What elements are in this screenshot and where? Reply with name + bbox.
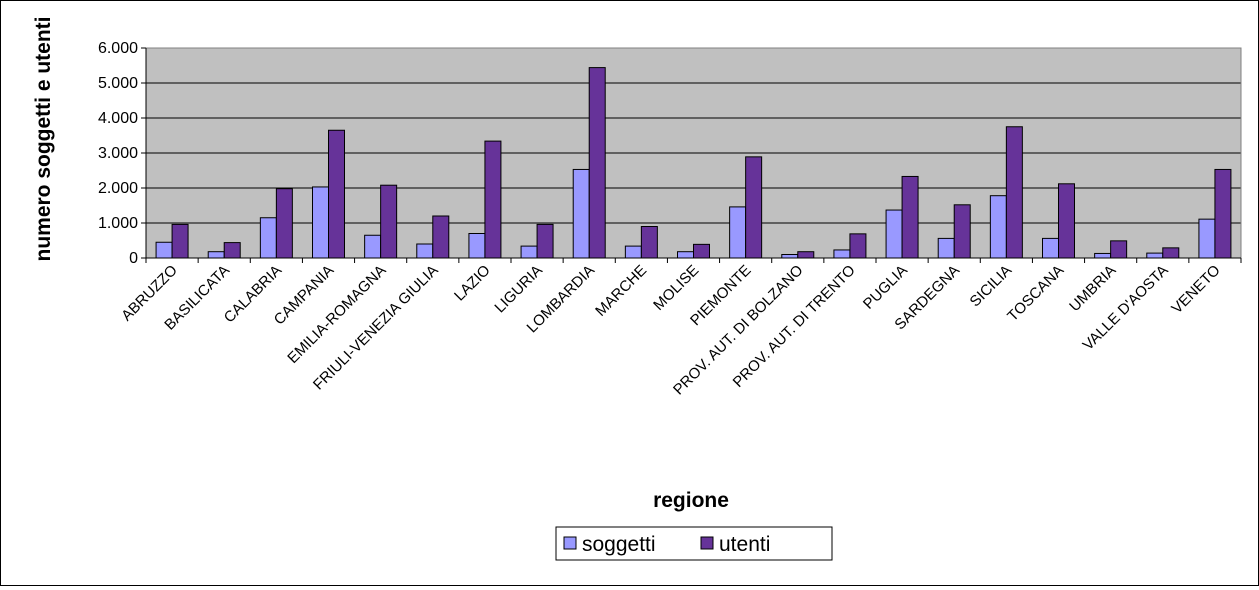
bar-utenti xyxy=(1214,168,1232,259)
bar-soggetti xyxy=(1042,237,1059,259)
x-tick-label: LIGURIA xyxy=(491,262,545,316)
x-axis-label: regione xyxy=(653,489,729,512)
bar-soggetti xyxy=(937,237,955,259)
bar-soggetti xyxy=(677,251,694,259)
legend-label-soggetti: soggetti xyxy=(582,533,656,556)
bar-utenti xyxy=(1110,240,1128,259)
legend-swatch-utenti xyxy=(700,536,714,550)
y-tick-label: 4.000 xyxy=(98,110,138,127)
bar-utenti xyxy=(588,67,606,259)
y-tick-label: 5.000 xyxy=(98,75,138,92)
bar-soggetti xyxy=(207,251,225,259)
bar-soggetti xyxy=(364,234,382,259)
x-tick-label: SICILIA xyxy=(967,262,1016,311)
bar-soggetti xyxy=(416,243,434,259)
bar-utenti xyxy=(484,140,502,259)
y-tick-label: 0 xyxy=(129,250,138,267)
bar-utenti xyxy=(745,156,763,259)
bar-soggetti xyxy=(989,195,1007,259)
bar-utenti xyxy=(901,175,919,259)
x-tick-label: MOLISE xyxy=(650,262,702,314)
x-tick-label: TOSCANA xyxy=(1004,262,1067,325)
legend-label-utenti: utenti xyxy=(719,533,770,556)
bar-utenti xyxy=(953,204,971,259)
bar-utenti xyxy=(693,243,710,259)
bar-utenti xyxy=(640,226,658,259)
bar-soggetti xyxy=(312,186,329,259)
bar-utenti xyxy=(223,242,241,259)
legend-box xyxy=(555,526,833,561)
x-tick-label: PUGLIA xyxy=(860,262,911,313)
bar-utenti xyxy=(328,129,345,259)
y-tick-label: 1.000 xyxy=(98,215,138,232)
bar-soggetti xyxy=(259,217,277,259)
legend: soggetti utenti xyxy=(555,526,833,561)
bar-soggetti xyxy=(1198,218,1216,259)
bar-soggetti xyxy=(155,241,173,259)
x-tick-label: UMBRIA xyxy=(1066,262,1119,315)
bar-soggetti xyxy=(624,245,642,259)
bar-utenti xyxy=(1005,126,1023,259)
bar-utenti xyxy=(536,223,554,259)
y-axis-label: numero soggetti e utenti xyxy=(32,16,55,261)
bar-utenti xyxy=(1162,247,1180,259)
bar-utenti xyxy=(171,223,189,259)
bar-utenti xyxy=(797,251,815,259)
bar-soggetti xyxy=(885,209,903,259)
bar-utenti xyxy=(432,215,450,259)
y-tick-label: 6.000 xyxy=(98,40,138,57)
bar-utenti xyxy=(275,188,293,259)
bar-soggetti xyxy=(1094,252,1112,259)
bar-soggetti xyxy=(520,245,538,259)
legend-swatch-soggetti xyxy=(563,536,577,550)
bar-utenti xyxy=(849,233,867,259)
bar-soggetti xyxy=(572,168,590,259)
bar-soggetti xyxy=(833,249,851,259)
y-tick-label: 2.000 xyxy=(98,180,138,197)
y-tick-label: 3.000 xyxy=(98,145,138,162)
x-tick-label: LAZIO xyxy=(451,262,494,305)
bar-soggetti xyxy=(468,233,486,259)
x-tick-label: MARCHE xyxy=(592,262,650,320)
bar-soggetti xyxy=(729,206,747,259)
bar-soggetti xyxy=(781,254,799,259)
bar-utenti xyxy=(380,184,398,259)
x-tick-label: VENETO xyxy=(1168,262,1223,317)
bar-soggetti xyxy=(1146,252,1164,259)
x-tick-label: EMILIA-ROMAGNA xyxy=(284,262,389,367)
bar-utenti xyxy=(1058,183,1075,259)
